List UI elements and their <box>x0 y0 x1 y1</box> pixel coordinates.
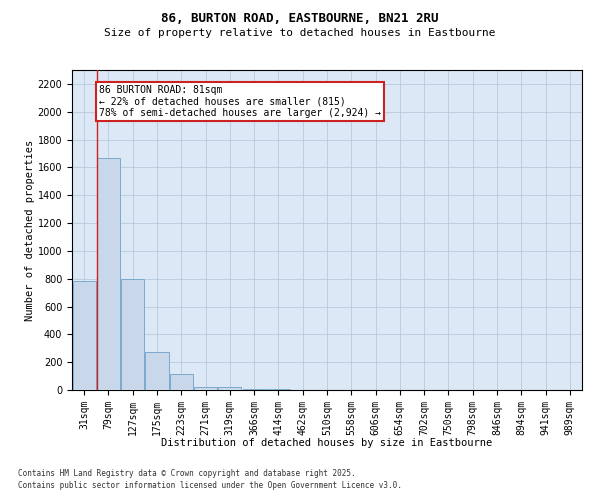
Text: Size of property relative to detached houses in Eastbourne: Size of property relative to detached ho… <box>104 28 496 38</box>
Bar <box>218 387 241 390</box>
Bar <box>194 386 217 390</box>
Text: 86, BURTON ROAD, EASTBOURNE, BN21 2RU: 86, BURTON ROAD, EASTBOURNE, BN21 2RU <box>161 12 439 26</box>
Bar <box>170 374 193 390</box>
Text: Contains HM Land Registry data © Crown copyright and database right 2025.: Contains HM Land Registry data © Crown c… <box>18 468 356 477</box>
Bar <box>97 158 120 390</box>
Bar <box>242 388 266 390</box>
Bar <box>121 278 144 390</box>
Text: 86 BURTON ROAD: 81sqm
← 22% of detached houses are smaller (815)
78% of semi-det: 86 BURTON ROAD: 81sqm ← 22% of detached … <box>99 84 381 118</box>
Y-axis label: Number of detached properties: Number of detached properties <box>25 140 35 320</box>
X-axis label: Distribution of detached houses by size in Eastbourne: Distribution of detached houses by size … <box>161 438 493 448</box>
Bar <box>73 282 95 390</box>
Text: Contains public sector information licensed under the Open Government Licence v3: Contains public sector information licen… <box>18 481 402 490</box>
Bar <box>145 352 169 390</box>
